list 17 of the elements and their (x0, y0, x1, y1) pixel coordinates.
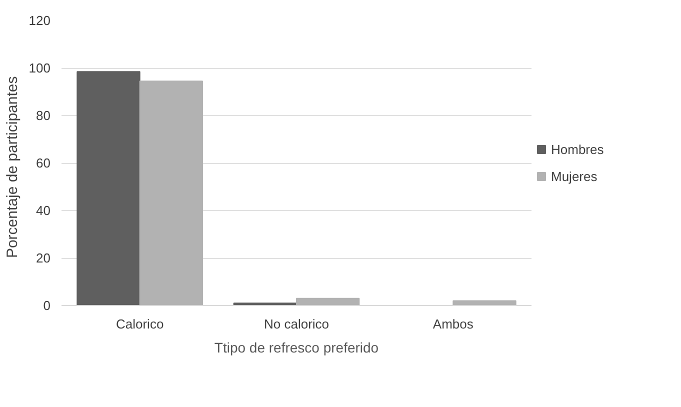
bar (76, 71, 140, 306)
x-axis-title: Ttipo de refresco preferido (214, 340, 379, 356)
y-tick-label: 40 (36, 203, 51, 218)
x-tick-label: Calorico (116, 316, 164, 332)
bar (139, 80, 203, 306)
legend-label: Mujeres (551, 168, 598, 184)
y-tick-label: 80 (36, 108, 51, 123)
y-tick-label: 120 (28, 13, 51, 28)
x-tick-label: Ambos (432, 316, 474, 332)
y-tick-label: 60 (36, 156, 51, 170)
y-axis-title: Porcentaje de participantes (4, 76, 21, 258)
y-tick-label: 20 (36, 250, 51, 266)
legend-label: Hombres (551, 142, 604, 156)
x-tick-label: No calorico (264, 316, 330, 332)
y-tick-label: 100 (28, 60, 51, 76)
bar (296, 298, 360, 306)
y-tick-label: 0 (43, 298, 51, 313)
